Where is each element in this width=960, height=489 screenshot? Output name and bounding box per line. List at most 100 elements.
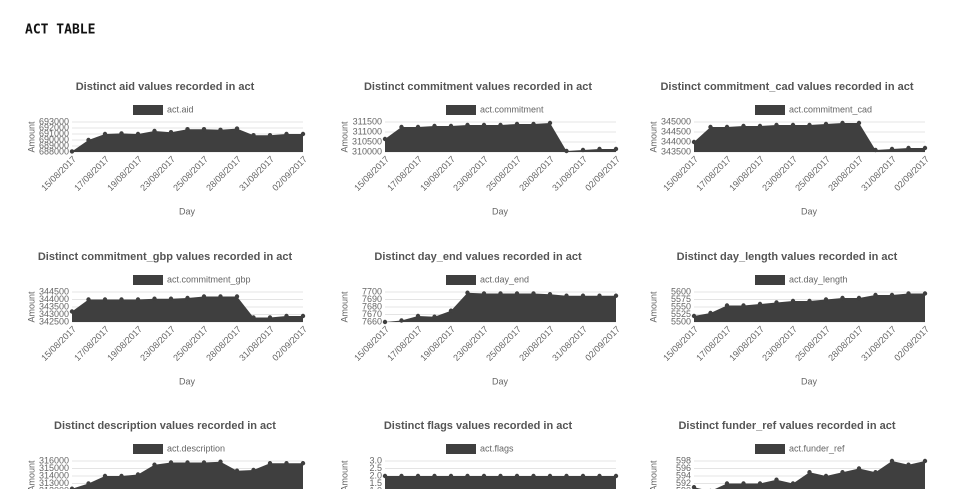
legend-label: act.day_end	[480, 274, 529, 284]
y-tick-label: 3.0	[369, 455, 382, 465]
y-tick-label: 343500	[39, 301, 69, 311]
point	[251, 315, 256, 320]
point	[889, 292, 895, 298]
point	[823, 473, 829, 479]
point	[564, 148, 569, 154]
point	[580, 293, 586, 298]
y-tick-label: 342500	[39, 316, 69, 326]
point	[86, 481, 91, 486]
point	[906, 462, 911, 467]
point	[135, 131, 141, 137]
point	[856, 466, 862, 471]
chart-title: Distinct flags values recorded in act	[384, 420, 573, 432]
y-tick-label: 5500	[671, 316, 691, 326]
y-axis-label: Amount	[339, 460, 349, 489]
point	[807, 470, 812, 475]
point	[119, 473, 124, 479]
point	[251, 467, 256, 473]
point	[597, 146, 602, 152]
point	[922, 458, 928, 464]
point	[840, 295, 845, 301]
y-tick-label: 310500	[352, 136, 382, 146]
x-axis-label: Day	[492, 376, 509, 386]
y-tick-label: 693000	[39, 116, 69, 126]
point	[807, 122, 812, 128]
point	[168, 460, 174, 465]
point	[448, 123, 454, 129]
point	[856, 295, 862, 301]
point	[284, 313, 289, 319]
point	[774, 477, 779, 482]
area	[385, 292, 616, 322]
y-tick-label: 344000	[39, 294, 69, 304]
point	[774, 300, 779, 305]
x-axis-label: Day	[179, 376, 196, 386]
point	[790, 122, 796, 128]
chart-title: Distinct commitment values recorded in a…	[364, 81, 592, 93]
chart-title: Distinct description values recorded in …	[54, 420, 276, 432]
y-axis-label: Amount	[26, 460, 36, 489]
y-tick-label: 5525	[671, 309, 691, 319]
point	[531, 291, 536, 296]
point	[300, 313, 306, 319]
area	[72, 296, 303, 322]
point	[531, 121, 536, 127]
chart-title: Distinct commitment_cad values recorded …	[660, 81, 913, 93]
point	[448, 308, 454, 313]
point	[498, 122, 503, 128]
point	[465, 473, 470, 479]
y-tick-label: 316000	[39, 455, 69, 465]
point	[399, 124, 404, 130]
point	[514, 473, 520, 479]
y-axis-label: Amount	[648, 121, 658, 153]
point	[382, 319, 388, 325]
point	[906, 145, 911, 151]
point	[498, 473, 503, 479]
point	[185, 460, 190, 465]
area	[694, 461, 925, 489]
y-tick-label: 691000	[39, 128, 69, 138]
legend-swatch	[133, 105, 163, 115]
point	[152, 296, 157, 301]
point	[613, 146, 619, 152]
point	[135, 297, 141, 302]
point	[856, 120, 862, 126]
point	[597, 293, 602, 298]
point	[415, 124, 421, 130]
y-tick-label: 7680	[362, 301, 382, 311]
y-axis-label: Amount	[648, 291, 658, 323]
point	[152, 128, 157, 134]
legend-swatch	[755, 275, 785, 285]
point	[119, 297, 124, 302]
y-tick-label: 345000	[661, 116, 691, 126]
point	[724, 124, 730, 130]
y-axis-label: Amount	[26, 121, 36, 153]
chart-title: Distinct commitment_gbp values recorded …	[38, 251, 293, 263]
point	[774, 122, 779, 128]
point	[185, 127, 190, 132]
point	[823, 121, 829, 127]
legend-label: act.commitment_gbp	[167, 274, 251, 284]
point	[86, 137, 91, 143]
point	[580, 473, 586, 479]
point	[613, 473, 619, 479]
point	[432, 123, 437, 129]
legend-label: act.commitment	[480, 104, 544, 114]
legend-swatch	[446, 444, 476, 454]
point	[498, 291, 503, 296]
point	[708, 310, 713, 316]
y-tick-label: 690000	[39, 134, 69, 144]
point	[873, 147, 878, 153]
point	[234, 468, 240, 473]
point	[531, 473, 536, 479]
chart-title: Distinct day_length values recorded in a…	[677, 251, 898, 263]
y-tick-label: 2.0	[369, 470, 382, 480]
y-axis-label: Amount	[26, 291, 36, 323]
point	[415, 473, 421, 479]
y-tick-label: 344000	[661, 136, 691, 146]
point	[218, 127, 223, 132]
x-axis-label: Day	[179, 206, 196, 216]
x-tick-label: 02/09/2017	[892, 324, 931, 363]
point	[168, 296, 174, 301]
point	[922, 291, 928, 296]
